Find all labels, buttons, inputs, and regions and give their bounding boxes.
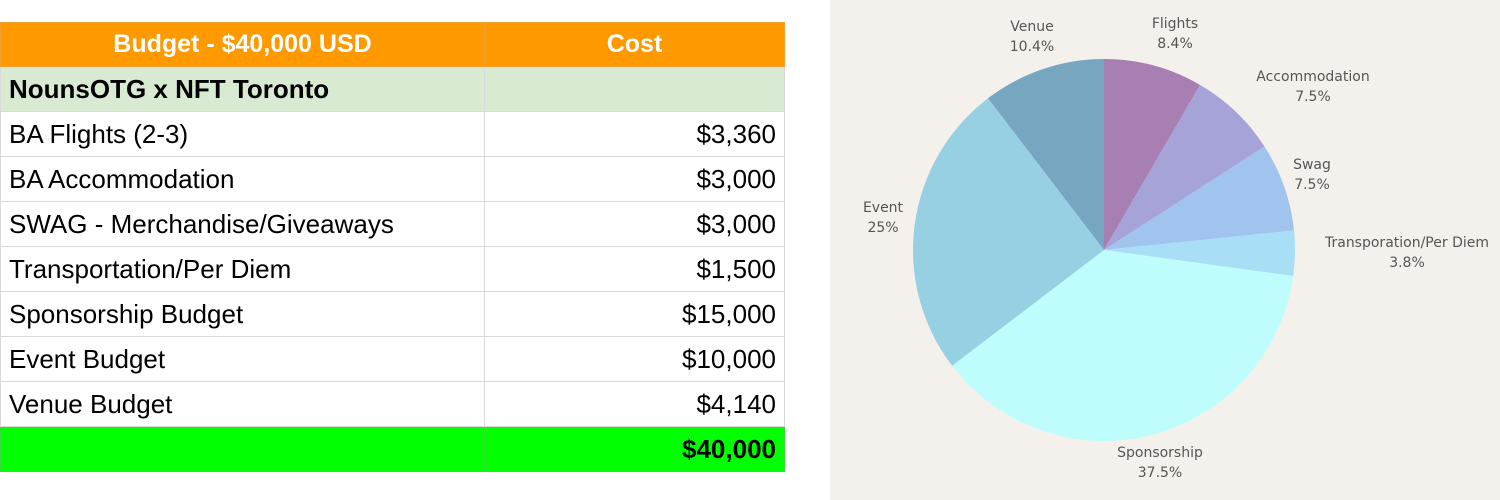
budget-table: Budget - $40,000 USD Cost NounsOTG x NFT…	[0, 22, 785, 472]
table-row: BA Flights (2-3) $3,360	[0, 111, 785, 157]
table-header-row: Budget - $40,000 USD Cost	[0, 22, 785, 67]
pie-slice-flights	[1104, 59, 1201, 250]
table-row: Venue Budget $4,140	[0, 381, 785, 427]
cost-cell: $10,000	[484, 336, 785, 382]
slice-label: Flights	[1152, 16, 1198, 32]
cost-cell: $3,000	[484, 201, 785, 247]
slice-label: Transporation/Per Diem	[1324, 235, 1489, 251]
slice-percent-label: 37.5%	[1138, 465, 1182, 481]
table-row: SWAG - Merchandise/Giveaways $3,000	[0, 201, 785, 247]
header-item-cell: Budget - $40,000 USD	[0, 22, 485, 67]
slice-percent-label: 25%	[867, 220, 898, 236]
item-cell: BA Accommodation	[0, 156, 485, 202]
pie-slice-transporation-per-diem	[1104, 230, 1296, 276]
item-cell: SWAG - Merchandise/Giveaways	[0, 201, 485, 247]
slice-label: Event	[863, 200, 904, 216]
header-cost-cell: Cost	[484, 22, 785, 67]
slice-label: Sponsorship	[1117, 445, 1203, 461]
item-cell: Venue Budget	[0, 381, 485, 427]
cost-cell: $15,000	[484, 291, 785, 337]
cost-cell: $1,500	[484, 246, 785, 292]
table-row: Transportation/Per Diem $1,500	[0, 246, 785, 292]
item-cell: Transportation/Per Diem	[0, 246, 485, 292]
total-row: $40,000	[0, 426, 785, 472]
table-row: BA Accommodation $3,000	[0, 156, 785, 202]
item-cell: Event Budget	[0, 336, 485, 382]
section-empty-cell	[484, 66, 785, 112]
cost-cell: $3,000	[484, 156, 785, 202]
item-cell: BA Flights (2-3)	[0, 111, 485, 157]
pie-slice-sponsorship	[952, 250, 1294, 441]
slice-percent-label: 8.4%	[1157, 36, 1193, 52]
section-title-cell: NounsOTG x NFT Toronto	[0, 66, 485, 112]
pie-slice-venue	[987, 59, 1104, 250]
slice-label: Swag	[1293, 157, 1331, 173]
cost-cell: $3,360	[484, 111, 785, 157]
slice-label: Venue	[1010, 19, 1053, 35]
budget-table-container: Budget - $40,000 USD Cost NounsOTG x NFT…	[0, 22, 785, 472]
item-cell: Sponsorship Budget	[0, 291, 485, 337]
slice-percent-label: 10.4%	[1010, 39, 1054, 55]
pie-chart-panel: Flights 8.4% Accommodation 7.5% Swag 7.5% Tran…	[830, 0, 1500, 500]
slice-percent-label: 3.8%	[1389, 255, 1425, 271]
table-row: Sponsorship Budget $15,000	[0, 291, 785, 337]
total-label-cell	[0, 426, 485, 472]
table-row: Event Budget $10,000	[0, 336, 785, 382]
section-row: NounsOTG x NFT Toronto	[0, 66, 785, 112]
slice-label: Accommodation	[1256, 69, 1369, 85]
pie-slice-accommodation	[1104, 84, 1265, 250]
slice-percent-label: 7.5%	[1295, 89, 1331, 105]
pie-slice-event	[912, 98, 1104, 366]
total-cost-cell: $40,000	[484, 426, 785, 472]
cost-cell: $4,140	[484, 381, 785, 427]
slice-percent-label: 7.5%	[1294, 177, 1330, 193]
pie-slice-swag	[1104, 146, 1295, 250]
pie-chart: Flights 8.4% Accommodation 7.5% Swag 7.5% Tran…	[863, 16, 1489, 481]
